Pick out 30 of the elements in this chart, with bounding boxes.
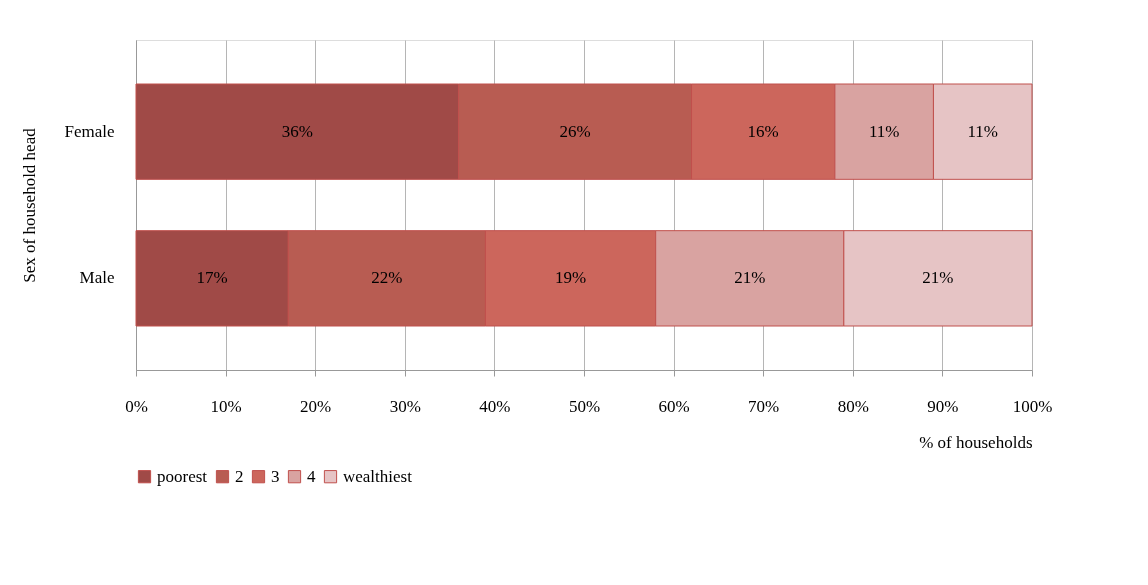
- y-axis-title: Sex of household head: [20, 127, 40, 283]
- legend-label: 2: [235, 466, 244, 486]
- legend-label: poorest: [157, 466, 208, 486]
- data-label: 16%: [747, 121, 779, 141]
- legend-label: 3: [271, 466, 280, 486]
- x-tick-label: 100%: [1012, 396, 1053, 416]
- x-tick-label: 50%: [568, 396, 601, 416]
- data-label: 21%: [734, 268, 766, 288]
- data-label: 26%: [559, 121, 591, 141]
- x-tick-label: 20%: [300, 396, 332, 416]
- legend-label: wealthiest: [343, 466, 413, 486]
- legend-label: 4: [307, 466, 316, 486]
- x-tick-label: 90%: [927, 396, 959, 416]
- data-label: 11%: [967, 121, 998, 141]
- x-tick-label: 10%: [210, 396, 242, 416]
- x-tick-label: 0%: [125, 396, 148, 416]
- data-label: 11%: [868, 121, 900, 141]
- x-axis-title: % of households: [919, 432, 1033, 452]
- x-tick-label: 80%: [837, 396, 869, 416]
- data-label: 21%: [922, 268, 954, 288]
- data-label: 17%: [196, 268, 228, 288]
- y-tick-label: Male: [79, 268, 115, 288]
- data-label: 22%: [371, 268, 403, 288]
- x-tick-label: 40%: [479, 396, 511, 416]
- y-tick-label: Female: [64, 121, 115, 141]
- x-tick-label: 60%: [658, 396, 690, 416]
- data-label: 36%: [281, 121, 313, 141]
- x-tick-label: 30%: [389, 396, 421, 416]
- data-label: 19%: [554, 268, 587, 288]
- x-tick-label: 70%: [748, 396, 780, 416]
